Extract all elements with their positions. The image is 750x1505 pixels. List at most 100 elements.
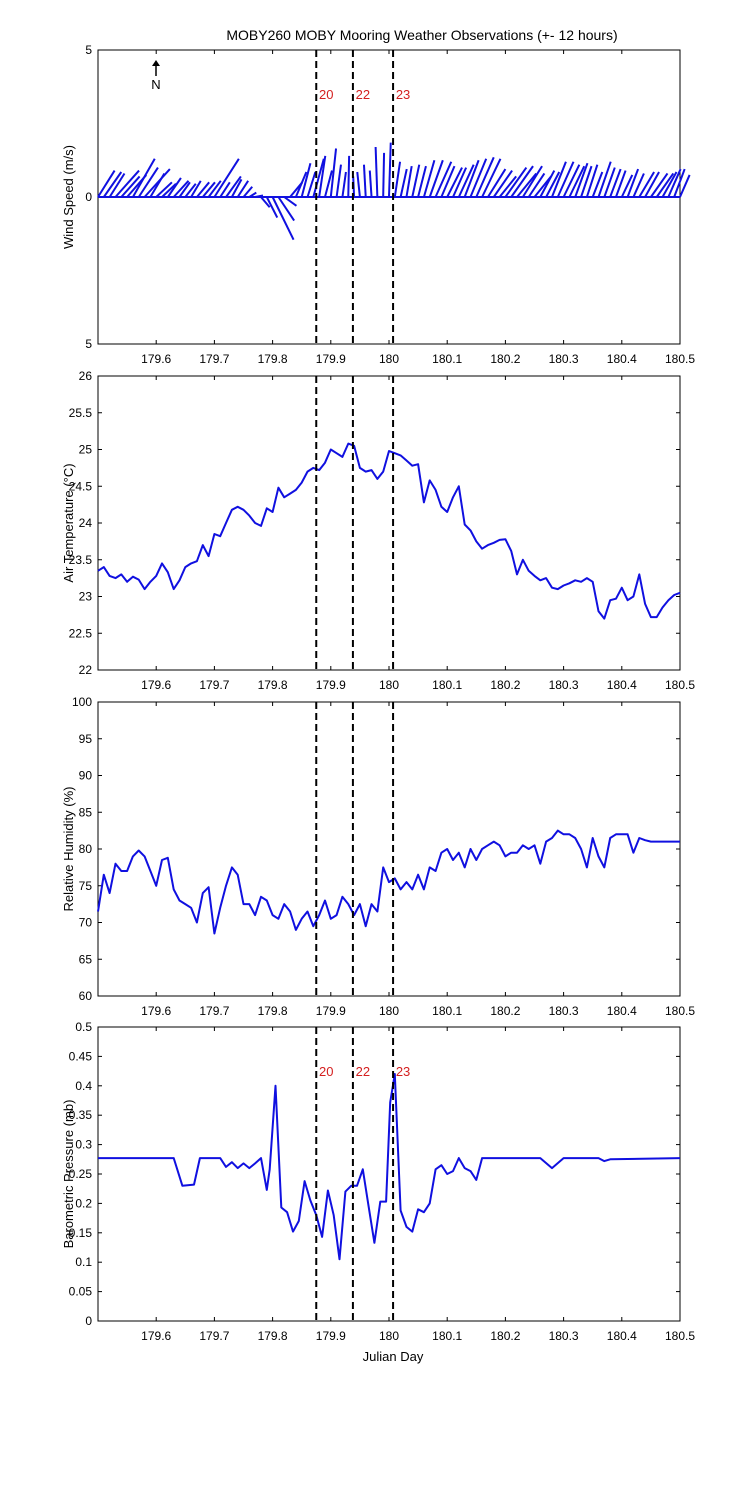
wind-vector (300, 162, 312, 198)
x-tick-label: 179.6 (141, 678, 171, 692)
wind-vector (271, 196, 295, 241)
y-tick-label: 95 (79, 732, 93, 746)
series-line-humidity (97, 829, 680, 935)
x-tick-label: 179.7 (199, 352, 229, 366)
y-tick-label: 70 (79, 916, 93, 930)
x-tick-label: 179.9 (316, 1004, 346, 1018)
wind-vector (318, 155, 327, 198)
wind-vector (388, 142, 392, 198)
x-tick-label: 179.8 (258, 1004, 288, 1018)
wind-vector (516, 172, 538, 198)
x-tick-label: 180.2 (490, 352, 520, 366)
y-tick-label: 22.5 (69, 626, 93, 640)
wind-vector (137, 167, 159, 198)
y-tick-label: 100 (72, 695, 92, 709)
y-tick-label: 24 (79, 516, 93, 530)
panel-airtemp: 179.6 179.7 179.8 179.9 180 180.1 180.2 180.3 18… (61, 369, 695, 692)
wind-vector (260, 196, 271, 208)
x-tick-label: 179.7 (199, 1004, 229, 1018)
y-tick-label: 75 (79, 879, 93, 893)
y-tick-label: 23 (79, 590, 93, 604)
y-tick-label: 0.25 (69, 1167, 93, 1181)
x-tick-label: 180.5 (665, 1004, 695, 1018)
wind-vector (661, 171, 678, 198)
y-tick-label: 0.45 (69, 1049, 93, 1063)
y-tick-label: 0.2 (75, 1196, 92, 1210)
y-tick-label: 0.15 (69, 1226, 93, 1240)
x-tick-label: 179.9 (316, 352, 346, 366)
wind-vector (161, 183, 177, 198)
y-tick-label: 5 (85, 43, 92, 57)
wind-vector (155, 181, 173, 198)
wind-vector (679, 174, 691, 198)
north-indicator: N (151, 60, 161, 92)
wind-vector (236, 180, 249, 198)
wind-vector (341, 171, 347, 198)
y-tick-label: 24.5 (69, 479, 93, 493)
x-tick-label: 180.2 (490, 1329, 520, 1343)
plot-frame (97, 1026, 681, 1322)
wind-vector (219, 181, 231, 198)
north-label: N (151, 77, 160, 92)
wind-vector (632, 173, 645, 198)
panels: 179.6 179.7 179.8 179.9 180 180.1 180.2 180.3 18… (61, 43, 695, 1343)
y-tick-label: 0 (85, 190, 92, 204)
wind-vector (382, 152, 386, 198)
panel-pressure: 179.6 179.7 179.8 179.9 180 180.1 180.2 180.3 18… (61, 1020, 695, 1343)
x-tick-label: 180 (379, 678, 399, 692)
wind-vector (597, 161, 612, 198)
panel-wind: 179.6 179.7 179.8 179.9 180 180.1 180.2 180.3 18… (61, 43, 695, 366)
x-tick-label: 180.3 (549, 1004, 579, 1018)
y-axis-label: Wind Speed (m/s) (61, 145, 76, 249)
wind-vector (368, 170, 373, 198)
wind-vector (399, 168, 408, 198)
panel-humidity: 179.6 179.7 179.8 179.9 180 180.1 180.2 180.3 18… (61, 695, 695, 1018)
x-tick-label: 179.6 (141, 352, 171, 366)
wind-vector (120, 175, 141, 198)
x-tick-label: 180.1 (432, 678, 462, 692)
x-tick-label: 179.8 (258, 1329, 288, 1343)
y-tick-label: 0.3 (75, 1138, 92, 1152)
wind-vector (335, 164, 342, 198)
x-tick-label: 179.7 (199, 1329, 229, 1343)
y-axis-label: Barometric Pressure (mb) (61, 1100, 76, 1249)
wind-vector (143, 168, 171, 198)
y-tick-label: 0.1 (75, 1255, 92, 1269)
series-line-pressure (98, 1073, 681, 1261)
wind-vector (487, 168, 507, 198)
x-tick-label: 180.5 (665, 1329, 695, 1343)
wind-vector (196, 181, 210, 198)
wind-vector (580, 165, 593, 198)
event-label: 23 (396, 87, 410, 102)
wind-vector (248, 191, 257, 198)
wind-vector (329, 148, 338, 198)
wind-vector (422, 159, 436, 198)
wind-vector (603, 167, 616, 198)
y-tick-label: 0.05 (69, 1285, 93, 1299)
y-tick-label: 0.35 (69, 1108, 93, 1122)
wind-vector (225, 175, 242, 198)
event-label: 22 (356, 1064, 370, 1079)
wind-vector (434, 161, 453, 198)
wind-vector (114, 169, 140, 198)
wind-vector (374, 146, 379, 198)
y-tick-label: 80 (79, 842, 93, 856)
wind-vector (393, 161, 402, 198)
x-tick-label: 180.5 (665, 352, 695, 366)
wind-vector (184, 183, 197, 198)
plot-frame (97, 701, 681, 997)
series-line-airtemp (97, 442, 681, 620)
wind-vector (591, 171, 604, 198)
wind-vector (356, 171, 361, 198)
wind-vector (97, 170, 116, 198)
wind-vector (103, 171, 123, 198)
event-label: 22 (356, 87, 370, 102)
y-tick-label: 65 (79, 952, 93, 966)
wind-vector (294, 171, 308, 198)
y-tick-label: 60 (79, 989, 93, 1003)
y-tick-label: 26 (79, 369, 93, 383)
wind-vector (609, 168, 622, 198)
wind-vector (324, 170, 333, 198)
wind-vector (644, 171, 660, 198)
wind-vector (452, 167, 468, 198)
